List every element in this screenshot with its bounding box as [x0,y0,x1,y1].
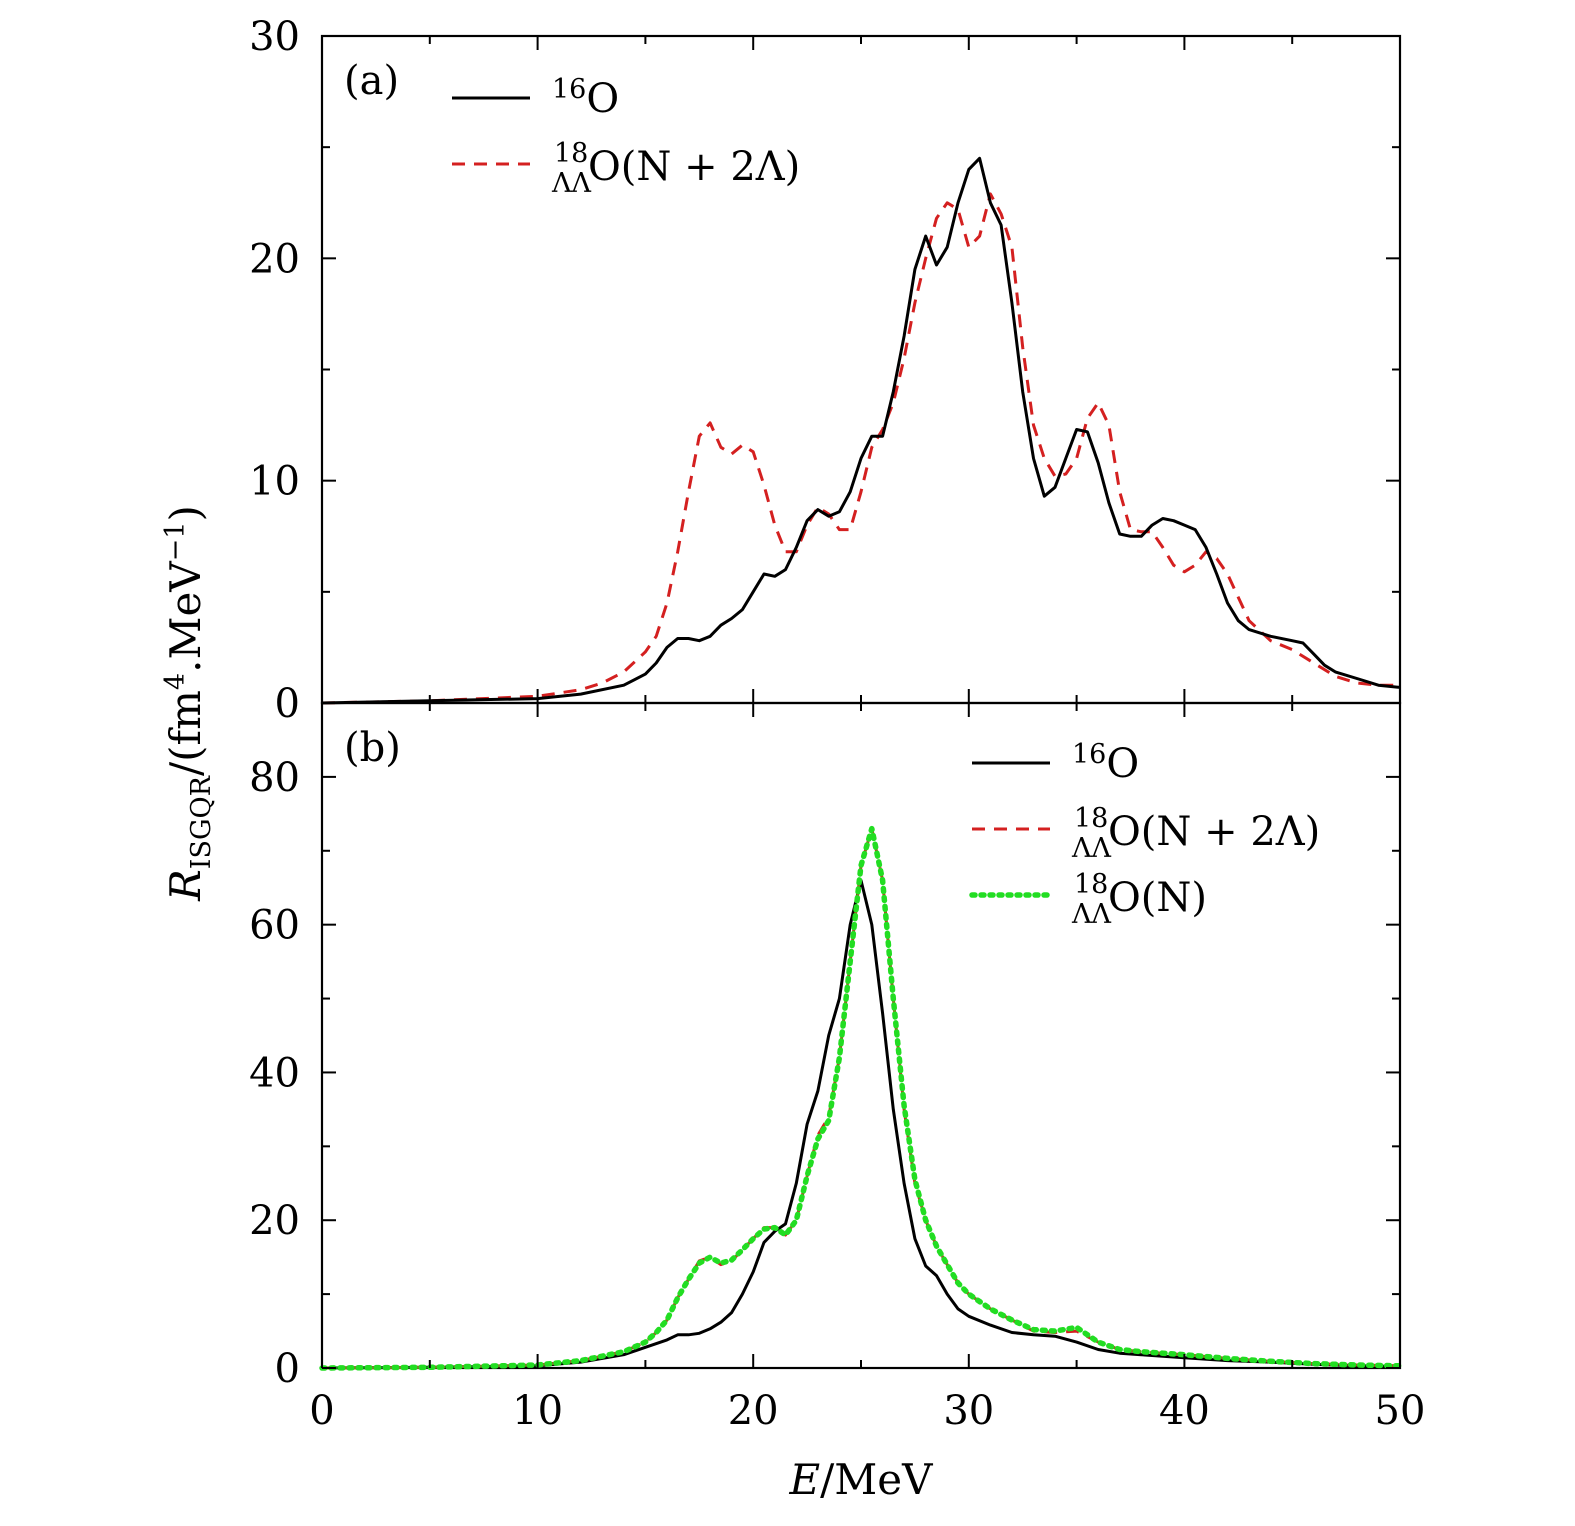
legend-label-ll_n2l: O(N + 2Λ) [1108,809,1320,855]
x-tick-label: 50 [1375,1388,1426,1434]
x-axis-var: E [788,1455,820,1504]
y-axis-close: ) [161,505,210,521]
panel-a-label: (a) [344,58,399,104]
y-axis-unit2: .MeV [161,561,210,673]
y-axis-unit: /(fm [161,690,210,776]
panel-b-frame [320,701,1402,1370]
legend-label-ll_n: O(N) [1108,875,1207,921]
y-tick-label: 20 [249,236,300,282]
legend-mass-number: 16 [1072,739,1106,770]
panel-a-frame [320,34,1402,705]
series-line-ll_n2l [321,827,1401,1370]
legend-mass-number: 16 [552,74,586,105]
x-tick-label: 40 [1159,1388,1210,1434]
panel-b-series [319,825,1403,1371]
panel-a-series [321,156,1401,705]
series-line-ll_n2l [321,192,1400,705]
legend-label-ll_n2l: O(N + 2Λ) [588,144,800,190]
y-tick-label: 40 [249,1050,300,1096]
x-axis-title: E/MeV [788,1455,933,1504]
series-line-o16 [321,878,1401,1370]
legend-hyperon-sub: ΛΛ [1071,833,1111,864]
y-axis-main: R [161,869,210,902]
x-axis-unit: /MeV [820,1455,933,1504]
x-tick-labels: 0 10 20 30 40 50 [309,1388,1425,1434]
x-tick-label: 10 [512,1388,563,1434]
legend-label-o16: 16O [552,74,619,122]
y-tick-label: 80 [249,755,300,801]
legend-hyperon-sub: ΛΛ [1071,899,1111,930]
x-tick-label: 0 [309,1388,334,1434]
legend-mass-number: 18 [1074,803,1108,834]
y-axis-title: RISGQR/(fm4.MeV−1) [160,505,217,902]
x-tick-label: 20 [728,1388,779,1434]
y-tick-label: 0 [275,1346,300,1392]
legend-mass-number: 18 [554,138,588,169]
legend-label-o16: 16O [1072,739,1139,787]
legend-element: O [1106,741,1139,787]
y-axis-sup2: −1 [160,522,191,562]
series-line-o16 [321,156,1401,705]
legend-mass-number: 18 [1074,869,1108,900]
series-line-ll_n [319,825,1403,1371]
legend-element: O [586,76,619,122]
y-axis-sub: ISGQR [186,775,217,869]
y-tick-label: 30 [249,14,300,60]
y-tick-label: 60 [249,903,300,949]
y-tick-label: 0 [275,681,300,727]
y-axis-sup: 4 [160,673,191,690]
y-tick-label: 20 [249,1198,300,1244]
y-tick-label: 10 [249,459,300,505]
panel-b-ticks: 0 20 40 60 80 [249,702,1401,1392]
x-tick-label: 30 [943,1388,994,1434]
panel-b-label: (b) [344,725,401,771]
legend-hyperon-sub: ΛΛ [551,168,591,199]
panel-a-ticks: 0 10 20 30 [249,14,1401,727]
